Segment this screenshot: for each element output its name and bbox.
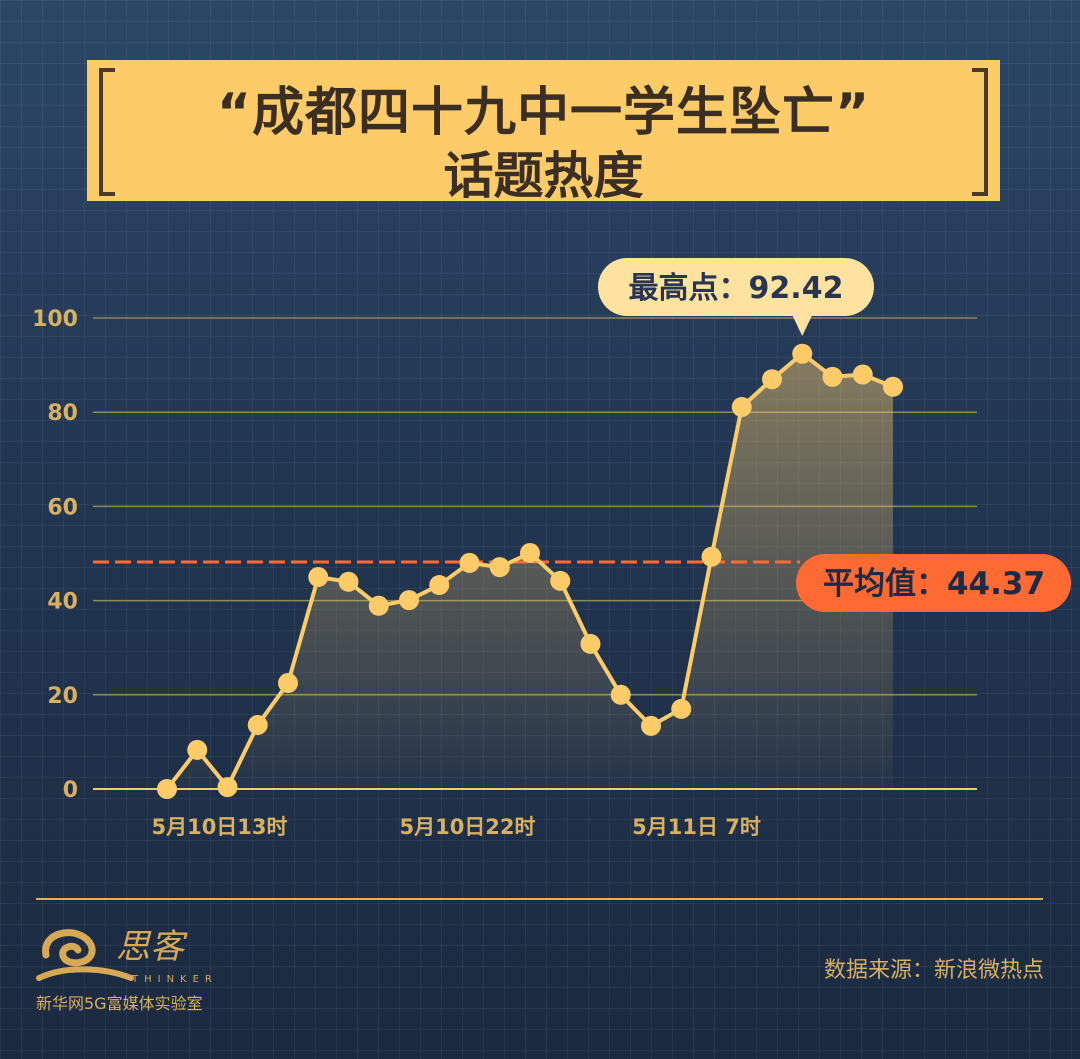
data-point (308, 567, 329, 588)
org-name: 新华网5G富媒体实验室 (36, 994, 203, 1013)
y-tick-label: 40 (47, 590, 78, 615)
y-tick-label: 0 (63, 778, 78, 803)
max-callout-pointer (792, 315, 813, 336)
max-callout-bg (598, 258, 874, 316)
data-point (671, 698, 692, 719)
data-point (157, 779, 177, 799)
data-point (520, 543, 540, 564)
x-tick-label: 5月10日22时 (399, 815, 535, 839)
x-tick-label: 5月11日 7时 (632, 815, 761, 839)
data-point (852, 364, 873, 385)
data-point (217, 777, 238, 798)
data-point (187, 739, 208, 760)
data-point (247, 714, 268, 735)
average-callout-label: 平均值：44.37 (823, 566, 1045, 602)
right-bracket (972, 68, 988, 196)
data-point (822, 366, 843, 387)
data-point (883, 376, 903, 397)
data-point (792, 343, 813, 364)
data-point (399, 590, 419, 611)
max-callout-label: 最高点：92.42 (629, 271, 844, 306)
data-point (338, 571, 359, 592)
data-point (489, 557, 510, 578)
average-callout-bg (796, 554, 1071, 612)
data-point (278, 673, 298, 694)
title-box: “成都四十九中一学生坠亡” 话题热度 (87, 60, 1000, 205)
y-tick-label: 100 (32, 307, 78, 332)
thinker-logo: 思客 THINKER (36, 920, 216, 989)
data-point (701, 546, 722, 567)
chart-subtitle: 话题热度 (443, 147, 644, 205)
svg-text:思客: 思客 (116, 927, 188, 967)
y-tick-label: 60 (47, 495, 78, 520)
data-point (580, 633, 601, 654)
x-tick-label: 5月10日13时 (151, 815, 287, 839)
y-tick-label: 20 (47, 684, 78, 709)
data-point (762, 369, 782, 390)
chart-title: “成都四十九中一学生坠亡” (216, 83, 871, 143)
line-chart: 0 20 40 60 80 100 5月10日13时 5月10日22时 5月11日 7时 最高点：… (32, 258, 1071, 839)
data-point (459, 552, 480, 573)
data-point (429, 575, 450, 596)
data-point (550, 570, 571, 591)
data-source: 数据来源：新浪微热点 (823, 958, 1044, 983)
data-point (731, 397, 752, 418)
svg-text:THINKER: THINKER (131, 974, 216, 985)
left-bracket (99, 68, 115, 196)
area-fill (167, 353, 893, 789)
data-point (368, 595, 389, 616)
footer-divider (36, 898, 1043, 900)
y-tick-label: 80 (47, 401, 78, 426)
data-point (610, 684, 631, 705)
data-point (641, 715, 661, 736)
